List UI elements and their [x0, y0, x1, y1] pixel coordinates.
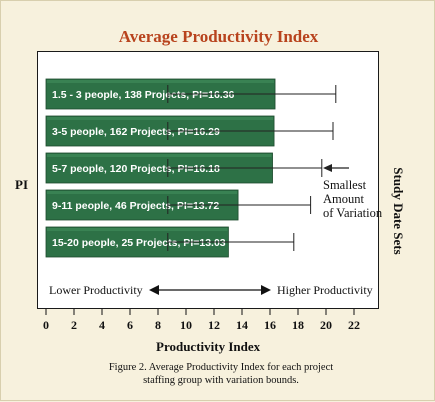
x-axis-label: Productivity Index [156, 339, 261, 354]
bar-label-2: 3-5 people, 162 Projects, PI=16.29 [52, 126, 220, 138]
x-tick-label-2: 2 [71, 318, 77, 332]
caption-line-1: Figure 2. Average Productivity Index for… [108, 362, 334, 373]
x-tick-label-8: 8 [155, 318, 161, 332]
bar-label-1: 1.5 - 3 people, 138 Projects, PI=16.36 [52, 89, 235, 101]
bar-highlight-4 [47, 191, 238, 194]
x-tick-label-12: 12 [208, 318, 220, 332]
x-tick-label-6: 6 [127, 318, 133, 332]
chart-title: Average Productivity Index [118, 27, 319, 46]
bar-label-3: 5-7 people, 120 Projects, PI=16.18 [52, 163, 220, 175]
caption-line-2: staffing group with variation bounds. [143, 375, 299, 386]
x-tick-label-0: 0 [43, 318, 49, 332]
annotation-line-1: Smallest [323, 178, 367, 192]
bar-label-4: 9-11 people, 46 Projects, PI=13.72 [52, 200, 219, 212]
lower-productivity-label: Lower Productivity [49, 283, 143, 297]
bar-highlight-3 [47, 154, 272, 157]
annotation-line-3: of Variation [323, 206, 383, 220]
x-tick-label-22: 22 [348, 318, 360, 332]
x-tick-label-14: 14 [236, 318, 248, 332]
bar-label-5: 15-20 people, 25 Projects, PI=13.03 [52, 237, 226, 249]
x-tick-label-16: 16 [264, 318, 276, 332]
bar-highlight-5 [47, 228, 228, 231]
bar-highlight-1 [47, 80, 275, 83]
higher-productivity-label: Higher Productivity [277, 283, 373, 297]
annotation-arrowhead [323, 164, 332, 172]
annotation-line-2: Amount [323, 192, 365, 206]
direction-arrowhead-right [261, 285, 271, 295]
bar-highlight-2 [47, 117, 274, 120]
x-tick-label-18: 18 [292, 318, 304, 332]
x-tick-label-4: 4 [99, 318, 105, 332]
x-tick-label-20: 20 [320, 318, 332, 332]
x-tick-label-10: 10 [180, 318, 192, 332]
y-axis-label: PI [15, 177, 28, 192]
direction-arrowhead-left [149, 285, 159, 295]
figure-caption: Figure 2. Average Productivity Index for… [61, 361, 381, 387]
